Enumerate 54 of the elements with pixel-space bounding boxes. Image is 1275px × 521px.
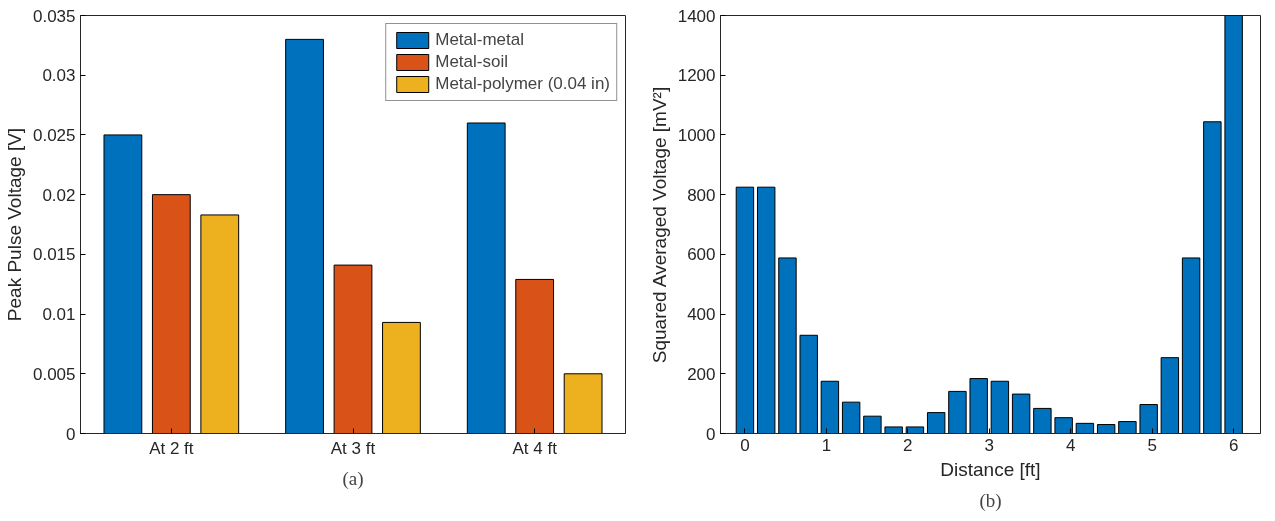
x-axis-title: Distance [ft]	[940, 458, 1041, 480]
x-tick-label: At 3 ft	[330, 438, 376, 458]
x-tick-label: 2	[903, 435, 913, 455]
x-tick-label: At 4 ft	[512, 438, 558, 458]
x-tick-label: 1	[821, 435, 832, 455]
bar	[948, 390, 967, 434]
bar	[1033, 407, 1052, 434]
x-tick-label: At 2 ft	[149, 438, 194, 458]
legend-label: Metal-polymer (0.04 in)	[435, 74, 610, 94]
y-axis-title: Squared Averaged Voltage [mV²]	[648, 86, 670, 364]
bar	[466, 122, 506, 434]
text: (b)	[979, 489, 1002, 512]
bar	[1075, 422, 1095, 434]
y-tick-label: 800	[687, 185, 716, 205]
y-axis-title: Peak Pulse Voltage [V]	[3, 127, 25, 322]
bar	[1118, 421, 1137, 434]
bar	[285, 38, 324, 434]
bar	[103, 134, 143, 434]
y-tick-label: 400	[687, 305, 716, 325]
x-tick-label: 4	[1066, 435, 1076, 455]
bar	[1011, 393, 1031, 434]
bar	[799, 334, 818, 434]
y-tick-label: 0.015	[32, 245, 76, 265]
bar	[382, 321, 421, 434]
y-tick-label: 200	[687, 364, 716, 384]
y-tick-label: 1200	[677, 66, 716, 86]
bar	[1203, 121, 1222, 434]
bar	[884, 426, 903, 434]
y-tick-label: 0.025	[32, 125, 76, 145]
y-tick-label: 0.03	[42, 66, 76, 86]
bar	[926, 412, 946, 434]
bar	[1181, 257, 1201, 434]
bar	[200, 214, 240, 434]
x-tick-label: 6	[1228, 435, 1239, 455]
bar	[1160, 357, 1180, 434]
x-tick-label: 5	[1147, 435, 1157, 455]
x-tick-label: 0	[740, 435, 750, 455]
x-tick-label: 3	[984, 435, 995, 455]
text: (a)	[342, 467, 364, 490]
y-tick-label: 0.005	[32, 364, 76, 384]
y-tick-label: 1000	[677, 125, 716, 145]
legend-label: Metal-metal	[435, 30, 525, 50]
y-tick-label: 1400	[677, 6, 716, 26]
bar	[863, 415, 882, 434]
y-tick-label: 0.02	[42, 185, 76, 205]
bar	[841, 401, 861, 434]
y-tick-label: 600	[687, 245, 716, 265]
bar	[1096, 424, 1116, 434]
bar	[756, 186, 776, 434]
bar	[563, 373, 603, 434]
bar	[778, 257, 797, 434]
y-tick-label: 0.035	[32, 6, 76, 26]
y-tick-label: 0.01	[42, 305, 76, 325]
legend-label: Metal-soil	[435, 52, 508, 72]
